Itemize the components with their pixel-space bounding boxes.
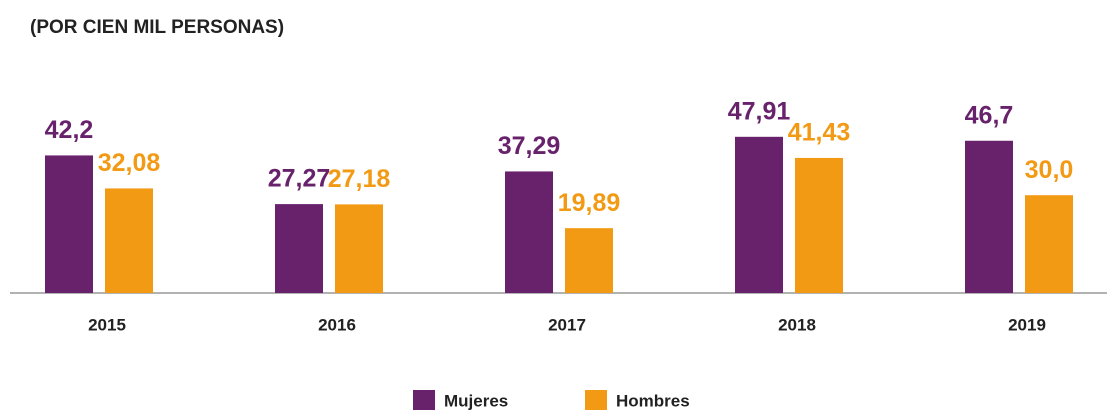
bar xyxy=(1025,195,1073,293)
bar xyxy=(105,188,153,293)
value-label: 27,18 xyxy=(328,165,391,193)
bar xyxy=(565,228,613,293)
value-label: 19,89 xyxy=(558,189,621,217)
x-tick-label: 2015 xyxy=(88,315,126,334)
legend-swatch xyxy=(585,390,607,410)
bar xyxy=(335,204,383,293)
value-label: 41,43 xyxy=(788,119,851,147)
value-label: 27,27 xyxy=(268,165,331,193)
bar xyxy=(275,204,323,293)
value-label: 42,2 xyxy=(45,116,94,144)
value-label: 46,7 xyxy=(965,101,1014,129)
bar xyxy=(795,157,843,293)
value-label: 37,29 xyxy=(498,132,561,160)
legend-label: Mujeres xyxy=(444,391,508,410)
legend-label: Hombres xyxy=(616,391,690,410)
bar xyxy=(45,155,93,293)
value-label: 47,91 xyxy=(728,97,791,125)
chart-title: (POR CIEN MIL PERSONAS) xyxy=(30,17,284,38)
bar xyxy=(735,136,783,293)
x-tick-label: 2016 xyxy=(318,315,356,334)
value-label: 30,0 xyxy=(1025,156,1074,184)
x-tick-label: 2018 xyxy=(778,315,816,334)
legend-swatch xyxy=(413,390,435,410)
x-tick-label: 2019 xyxy=(1008,315,1046,334)
value-label: 32,08 xyxy=(98,149,161,177)
x-tick-label: 2017 xyxy=(548,315,586,334)
bar xyxy=(505,171,553,293)
bar xyxy=(965,140,1013,293)
